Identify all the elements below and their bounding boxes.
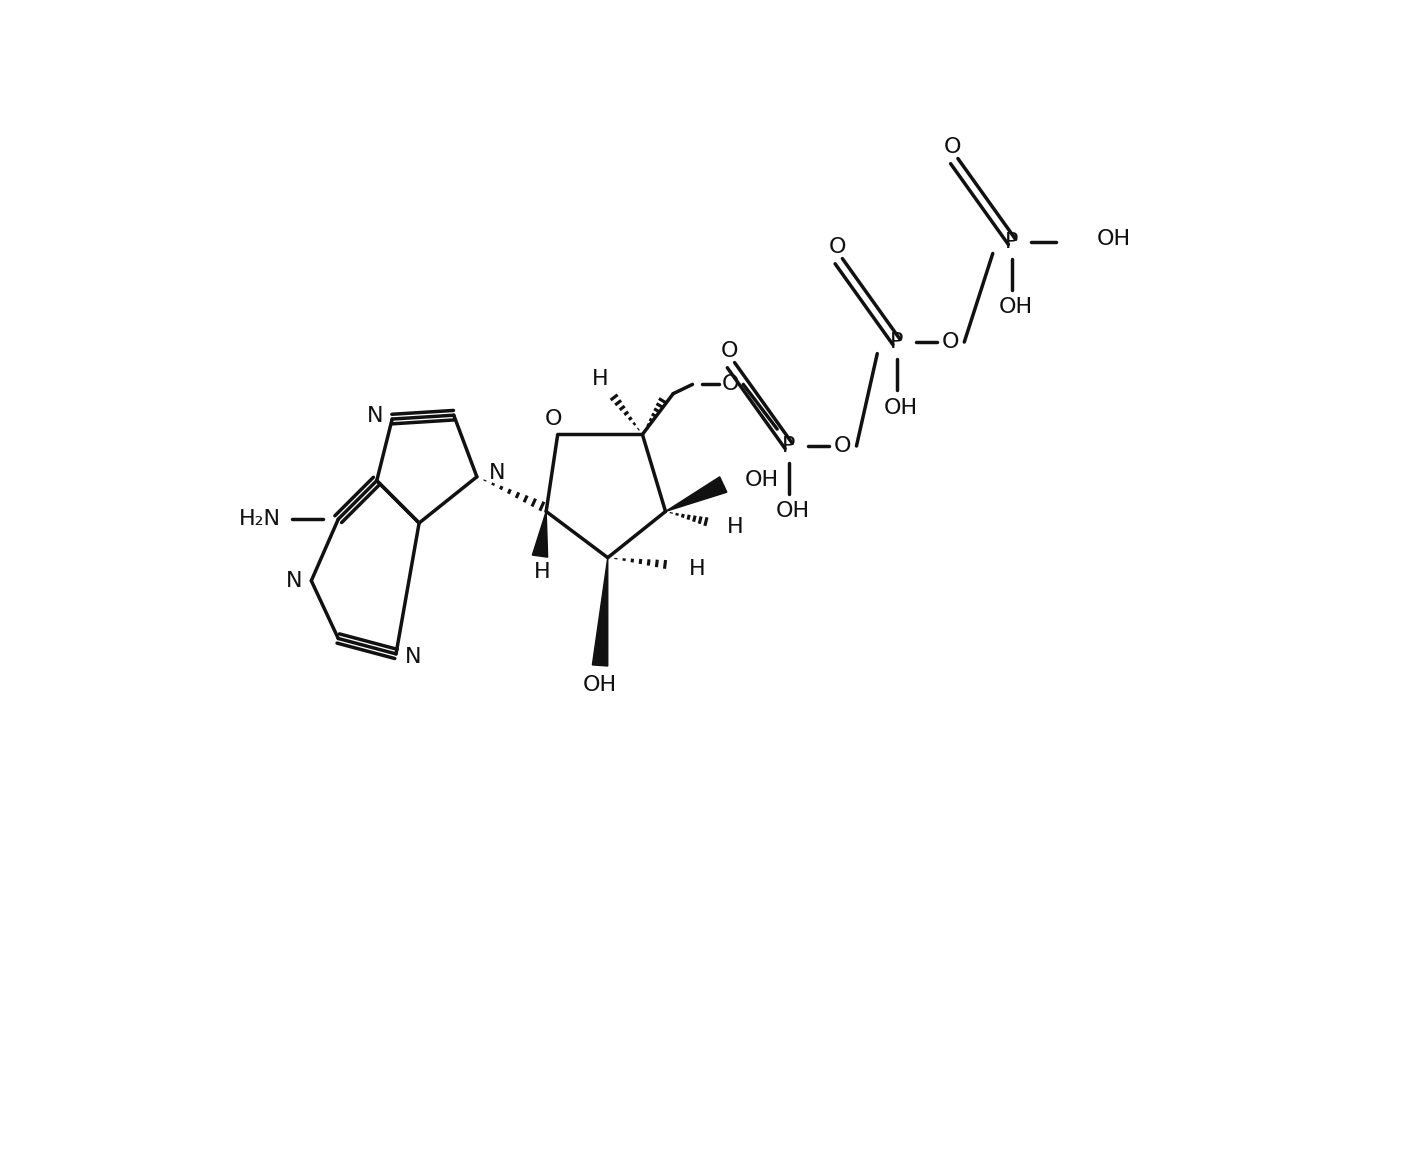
- Text: O: O: [833, 436, 852, 457]
- Text: O: O: [722, 375, 740, 394]
- Text: O: O: [941, 332, 959, 352]
- Text: H: H: [689, 559, 705, 580]
- Polygon shape: [665, 477, 727, 512]
- Text: N: N: [286, 570, 301, 591]
- Text: O: O: [545, 409, 563, 429]
- Text: H₂N: H₂N: [239, 509, 280, 529]
- Text: P: P: [1005, 232, 1019, 252]
- Polygon shape: [532, 512, 548, 557]
- Text: H: H: [533, 561, 550, 582]
- Text: O: O: [828, 237, 846, 258]
- Text: O: O: [944, 137, 961, 158]
- Text: OH: OH: [583, 675, 617, 695]
- Text: OH: OH: [775, 501, 809, 521]
- Text: N: N: [488, 463, 505, 483]
- Text: H: H: [591, 369, 608, 389]
- Text: H: H: [727, 516, 744, 537]
- Polygon shape: [593, 558, 608, 666]
- Text: OH: OH: [883, 398, 917, 417]
- Text: OH: OH: [1097, 229, 1131, 248]
- Text: OH: OH: [744, 470, 778, 490]
- Text: N: N: [405, 647, 422, 667]
- Text: N: N: [366, 406, 383, 426]
- Text: OH: OH: [999, 298, 1033, 317]
- Text: O: O: [720, 342, 739, 361]
- Text: P: P: [890, 332, 903, 352]
- Text: P: P: [782, 436, 795, 457]
